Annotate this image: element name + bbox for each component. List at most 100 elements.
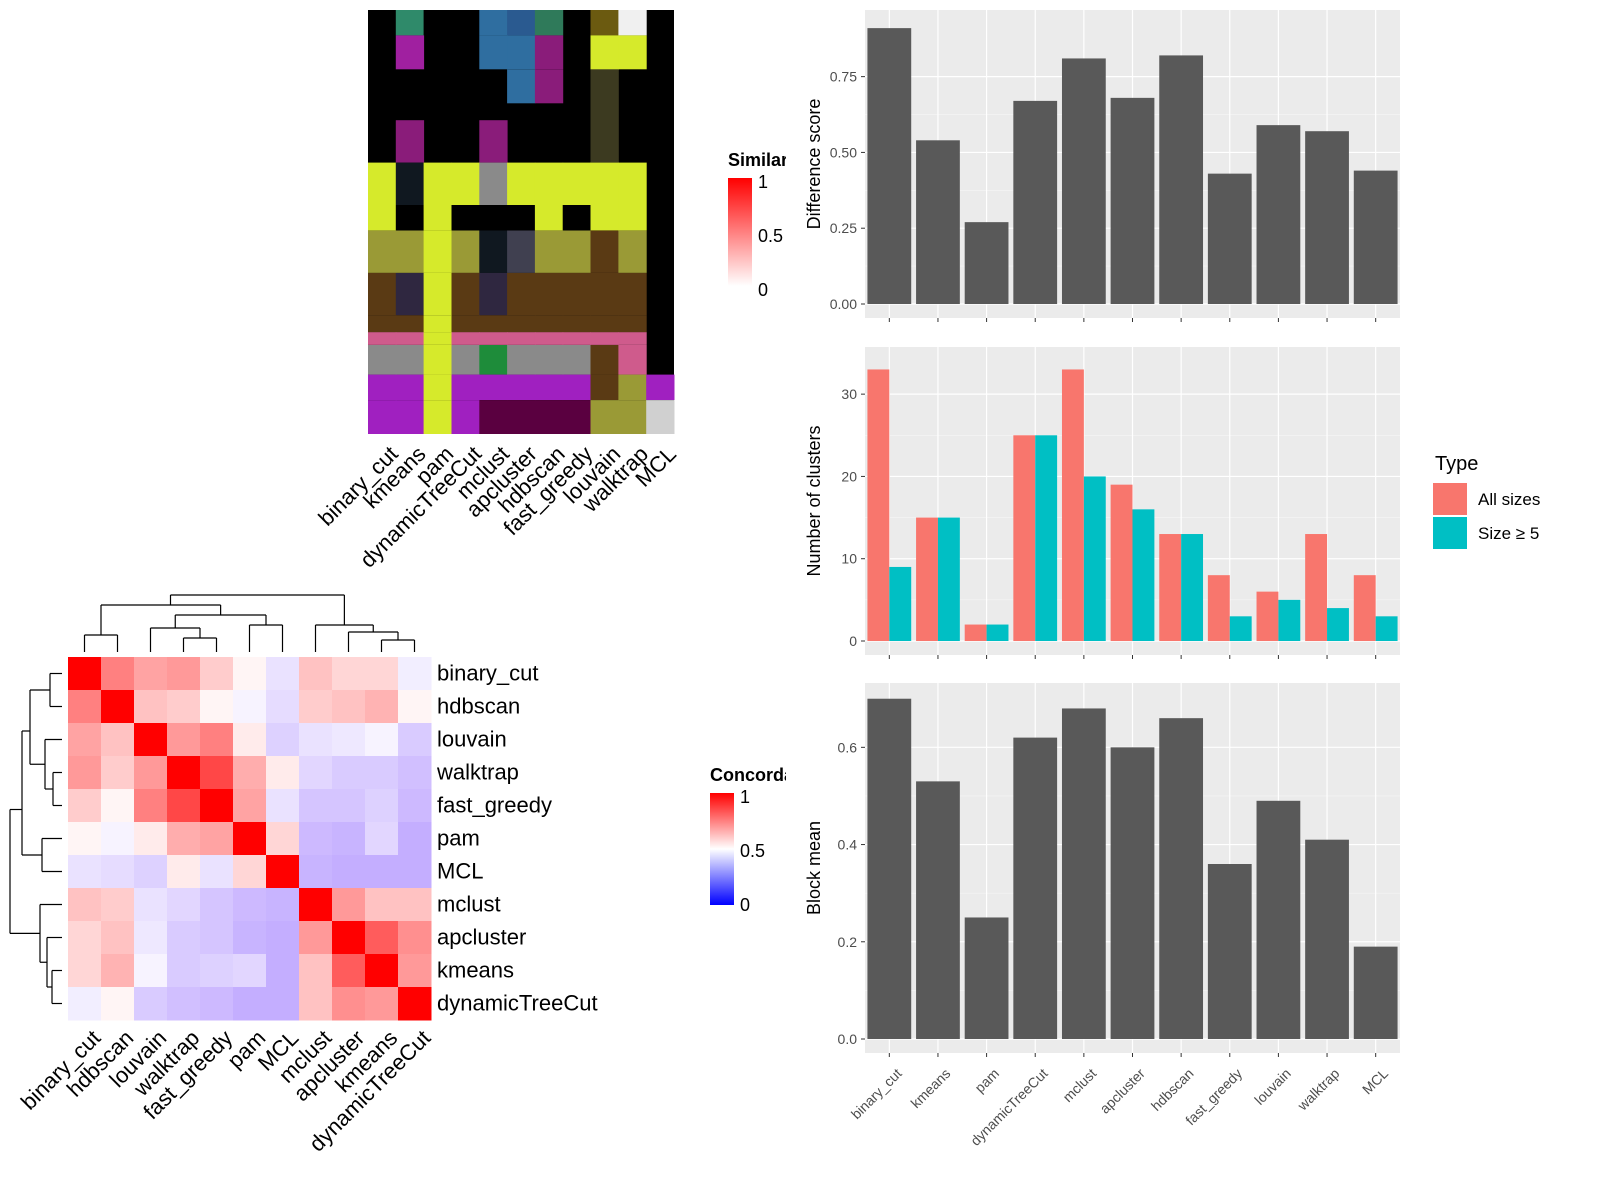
classification-cell <box>590 35 619 70</box>
bar-size-ge5 <box>1132 509 1155 641</box>
concordance-row-label: pam <box>437 826 480 851</box>
y-axis-label: Difference score <box>804 99 824 230</box>
x-tick-label: MCL <box>1359 1065 1391 1097</box>
bar <box>867 28 912 305</box>
classification-cell <box>368 272 397 316</box>
concordance-cell <box>233 855 267 889</box>
x-tick-label: louvain <box>1251 1065 1294 1108</box>
classification-cell <box>562 345 591 375</box>
concordance-cell <box>398 855 432 889</box>
concordance-row-label: hdbscan <box>437 694 520 719</box>
concordance-cells <box>68 657 432 1021</box>
concordance-cell <box>266 657 300 691</box>
bar <box>964 917 1009 1039</box>
classification-cell <box>395 374 425 400</box>
bar-size-ge5 <box>937 517 960 641</box>
concordance-row-label: MCL <box>437 859 483 884</box>
concordance-cell <box>266 690 300 724</box>
x-tick-label: walktrap <box>1294 1065 1343 1114</box>
classification-cell <box>423 400 452 434</box>
classification-cell <box>451 332 480 345</box>
classification-cell <box>562 315 591 333</box>
concordance-cell <box>332 855 366 889</box>
classification-cell <box>618 400 647 434</box>
concordance-cell <box>167 888 201 922</box>
classification-cell <box>423 205 452 231</box>
concordance-cell <box>233 723 267 757</box>
classification-cell <box>368 400 397 434</box>
classification-cell <box>423 162 452 205</box>
concordance-cell <box>167 789 201 823</box>
classification-cell <box>590 332 619 345</box>
concordance-cell <box>332 690 366 724</box>
classification-cell <box>507 35 536 70</box>
concordance-cell <box>167 690 201 724</box>
bar-all-sizes <box>964 624 987 641</box>
classification-cell <box>479 162 508 205</box>
concordance-cell <box>365 855 399 889</box>
concordance-cell <box>266 987 300 1021</box>
concordance-row-label: binary_cut <box>437 661 539 686</box>
concordance-cell <box>200 855 234 889</box>
classification-cell <box>590 315 619 333</box>
bar <box>964 222 1009 304</box>
bar-size-ge5 <box>1035 435 1058 641</box>
classification-cell <box>423 315 452 333</box>
concordance-cell <box>167 954 201 988</box>
classification-cell <box>507 205 536 231</box>
concordance-cell <box>365 888 399 922</box>
concordance-cell <box>365 921 399 955</box>
concordance-cell <box>332 822 366 856</box>
concordance-legend: Concordance 1 0.5 0 <box>710 765 786 925</box>
classification-cell <box>451 272 480 316</box>
x-tick-label: binary_cut <box>848 1065 905 1122</box>
similarity-tick-1: 1 <box>758 172 769 192</box>
concordance-cell <box>233 690 267 724</box>
concordance-row-label: mclust <box>437 892 501 917</box>
concordance-cell <box>332 789 366 823</box>
concordance-cell <box>332 657 366 691</box>
bar <box>1305 839 1349 1039</box>
classification-cell <box>368 162 397 205</box>
concordance-cell <box>167 822 201 856</box>
legend-label: All sizes <box>1478 490 1540 509</box>
concordance-cell <box>233 954 267 988</box>
concordance-cell <box>200 789 234 823</box>
similarity-legend-title: Similarity <box>728 150 786 170</box>
y-tick-label: 30 <box>841 386 857 402</box>
bar <box>1256 125 1301 304</box>
classification-cell <box>534 345 564 375</box>
concordance-cell <box>167 723 201 757</box>
bar <box>1159 718 1204 1039</box>
classification-cell <box>395 272 425 316</box>
concordance-row-label: apcluster <box>437 925 526 950</box>
bar-all-sizes <box>1353 575 1376 641</box>
classification-cell <box>534 374 564 400</box>
bar <box>1207 864 1252 1039</box>
x-tick-label: hdbscan <box>1148 1065 1197 1114</box>
classification-cell <box>507 10 536 36</box>
bar <box>916 781 960 1039</box>
concordance-cell <box>101 888 135 922</box>
similarity-legend: Similarity 1 0.5 0 <box>728 150 786 310</box>
bar-all-sizes <box>916 517 938 641</box>
bar <box>867 698 912 1039</box>
classification-cell <box>479 205 508 231</box>
concordance-cell <box>332 888 366 922</box>
concordance-cell <box>200 690 234 724</box>
concordance-cell <box>134 756 168 790</box>
classification-cell <box>562 272 591 316</box>
concordance-cell <box>365 789 399 823</box>
bar-all-sizes <box>1207 575 1230 641</box>
concordance-cell <box>398 657 432 691</box>
classification-cell <box>423 332 452 345</box>
similarity-background <box>10 10 360 435</box>
classification-cell <box>395 120 425 163</box>
classification-cell <box>618 332 647 345</box>
concordance-cell <box>266 921 300 955</box>
concordance-cell <box>134 789 168 823</box>
concordance-cell <box>332 954 366 988</box>
bar-all-sizes <box>1305 534 1328 641</box>
concordance-cell <box>398 789 432 823</box>
concordance-cell <box>68 855 102 889</box>
